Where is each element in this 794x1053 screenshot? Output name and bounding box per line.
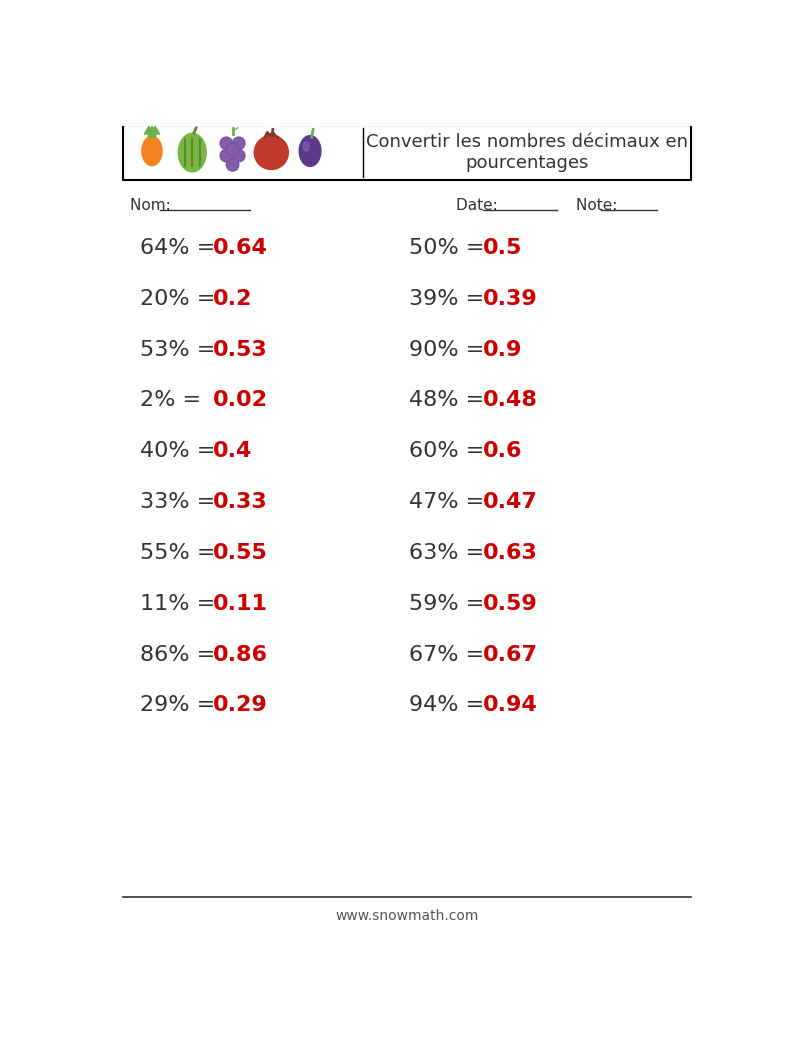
Text: 0.9: 0.9 [483, 340, 522, 360]
Text: 47% =: 47% = [409, 492, 491, 512]
Circle shape [228, 160, 237, 170]
Text: 0.29: 0.29 [213, 695, 268, 715]
Text: 67% =: 67% = [409, 644, 491, 664]
Ellipse shape [303, 142, 310, 151]
Text: 40% =: 40% = [140, 441, 222, 461]
Text: 0.55: 0.55 [213, 543, 268, 563]
FancyArrowPatch shape [235, 127, 238, 130]
Text: 29% =: 29% = [140, 695, 222, 715]
Text: 0.2: 0.2 [213, 289, 252, 309]
Circle shape [233, 150, 245, 162]
Text: 33% =: 33% = [140, 492, 222, 512]
Text: 90% =: 90% = [409, 340, 491, 360]
Circle shape [234, 151, 244, 160]
Text: 20% =: 20% = [140, 289, 222, 309]
Text: 48% =: 48% = [409, 391, 491, 411]
Circle shape [228, 145, 237, 154]
Text: www.snowmath.com: www.snowmath.com [335, 909, 479, 922]
Circle shape [254, 136, 288, 170]
Text: Convertir les nombres décimaux en
pourcentages: Convertir les nombres décimaux en pource… [366, 133, 688, 172]
Circle shape [220, 137, 233, 150]
Text: 0.4: 0.4 [213, 441, 252, 461]
Text: 0.48: 0.48 [483, 391, 538, 411]
Text: Date:: Date: [456, 198, 503, 213]
Text: 0.11: 0.11 [213, 594, 268, 614]
Bar [122, 125, 692, 180]
Circle shape [234, 139, 244, 147]
Text: 0.02: 0.02 [213, 391, 268, 411]
Text: Nom:: Nom: [130, 198, 176, 213]
Text: 63% =: 63% = [409, 543, 491, 563]
Text: 53% =: 53% = [140, 340, 222, 360]
Ellipse shape [179, 134, 206, 172]
Ellipse shape [142, 137, 162, 165]
Text: 55% =: 55% = [140, 543, 222, 563]
Text: 0.5: 0.5 [483, 238, 522, 258]
Text: 59% =: 59% = [409, 594, 491, 614]
Text: 94% =: 94% = [409, 695, 491, 715]
Polygon shape [145, 126, 160, 134]
Text: 0.64: 0.64 [213, 238, 268, 258]
Text: 2% =: 2% = [140, 391, 208, 411]
Text: 0.59: 0.59 [483, 594, 538, 614]
Text: 50% =: 50% = [409, 238, 491, 258]
Text: Note:: Note: [576, 198, 622, 213]
Circle shape [233, 137, 245, 150]
Circle shape [222, 139, 231, 147]
Text: 0.86: 0.86 [213, 644, 268, 664]
Text: 64% =: 64% = [140, 238, 222, 258]
Polygon shape [148, 126, 156, 137]
Text: 0.67: 0.67 [483, 644, 538, 664]
Text: 86% =: 86% = [140, 644, 222, 664]
Text: 0.63: 0.63 [483, 543, 538, 563]
Text: 0.94: 0.94 [483, 695, 538, 715]
Text: 60% =: 60% = [409, 441, 491, 461]
Circle shape [222, 151, 231, 160]
Text: 39% =: 39% = [409, 289, 491, 309]
Text: 0.39: 0.39 [483, 289, 538, 309]
Text: 0.53: 0.53 [213, 340, 268, 360]
Circle shape [226, 143, 239, 156]
Text: 0.33: 0.33 [213, 492, 268, 512]
Ellipse shape [299, 136, 321, 166]
Circle shape [220, 150, 233, 162]
Circle shape [226, 159, 239, 171]
Text: 11% =: 11% = [140, 594, 222, 614]
Text: 0.6: 0.6 [483, 441, 522, 461]
Text: 0.47: 0.47 [483, 492, 538, 512]
